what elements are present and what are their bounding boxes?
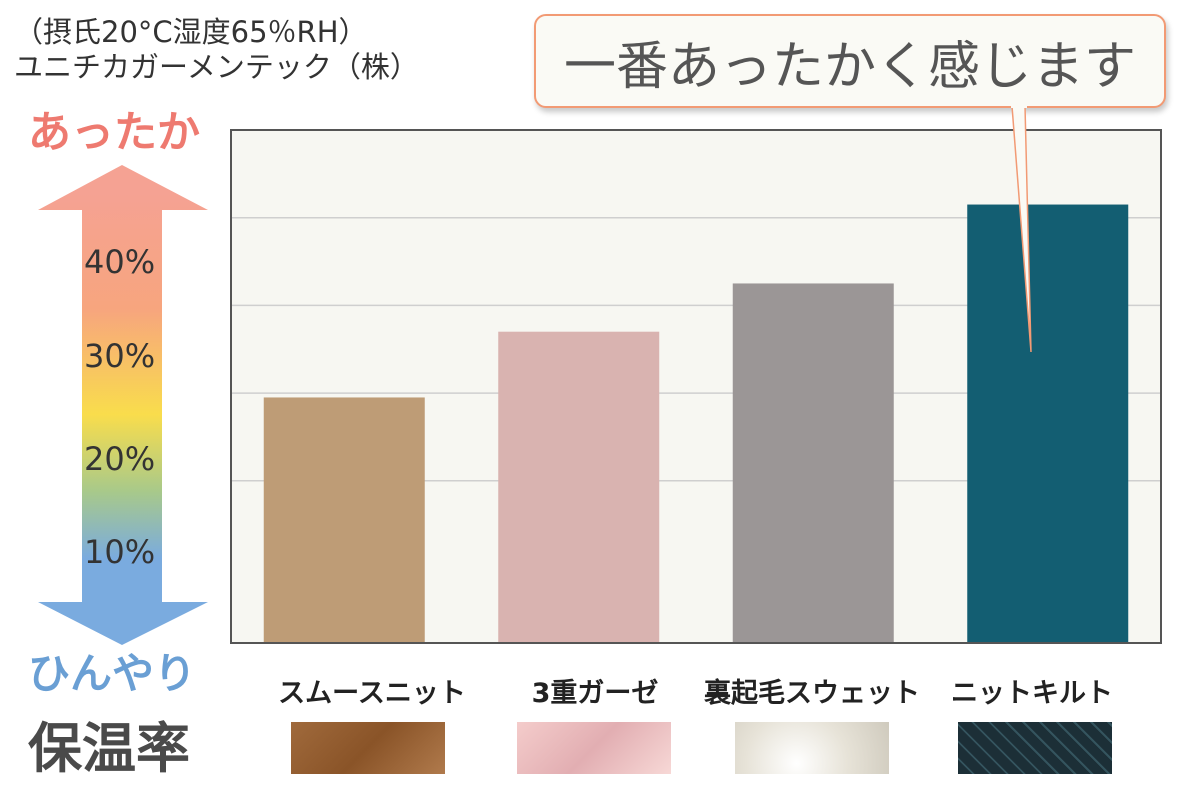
- fabric-swatch-smooth-knit: [291, 722, 445, 774]
- category-label-triple-gauze: 3重ガーゼ: [531, 678, 659, 709]
- bar-fleece-sweat: [732, 283, 894, 642]
- fabric-swatch-knit-quilt: [958, 722, 1112, 774]
- category-label-fleece-sweat: 裏起毛スウェット: [704, 678, 920, 709]
- callout-text: 一番あったかく感じます: [563, 36, 1136, 97]
- y-tick-label-10: 10%: [84, 533, 156, 571]
- callout-box: 一番あったかく感じます: [534, 14, 1166, 108]
- bar-chart: [230, 129, 1162, 644]
- warm-cool-arrow: [38, 165, 208, 645]
- data-source-note: ユニチカガーメンテック（株）: [14, 50, 419, 84]
- fabric-swatch-triple-gauze: [517, 722, 671, 774]
- warm-label: あったか: [28, 108, 200, 158]
- bar-knit-quilt: [967, 204, 1129, 643]
- category-label-knit-quilt: ニットキルト: [951, 678, 1113, 709]
- bars: [263, 204, 1129, 643]
- cool-label: ひんやり: [28, 649, 197, 698]
- bar-smooth-knit: [263, 397, 425, 642]
- y-tick-label-30: 30%: [84, 337, 156, 375]
- y-tick-label-40: 40%: [84, 243, 156, 281]
- category-label-smooth-knit: スムースニット: [278, 678, 466, 709]
- fabric-swatch-fleece-sweat: [735, 722, 889, 774]
- measurement-condition-note: （摂氏20°C湿度65％RH）: [14, 15, 368, 49]
- y-tick-label-20: 20%: [84, 440, 156, 478]
- callout-pointer: [1011, 105, 1032, 353]
- y-axis-title: 保温率: [28, 717, 190, 780]
- bar-triple-gauze: [498, 331, 660, 642]
- arrow-shape: [38, 165, 208, 645]
